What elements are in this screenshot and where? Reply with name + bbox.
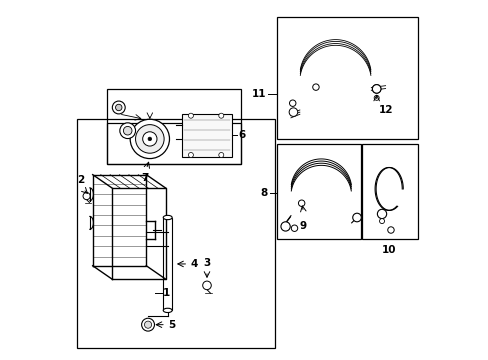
Ellipse shape [163, 308, 172, 312]
Bar [362, 144, 417, 239]
Ellipse shape [163, 215, 172, 220]
Circle shape [281, 222, 290, 231]
Circle shape [142, 318, 154, 331]
Bar [276, 144, 360, 239]
Circle shape [298, 200, 304, 206]
Circle shape [218, 153, 224, 157]
Circle shape [130, 119, 169, 158]
Text: 3: 3 [203, 257, 210, 267]
Bar [107, 89, 241, 164]
Text: 6: 6 [238, 130, 245, 140]
Circle shape [352, 213, 361, 222]
Circle shape [188, 113, 193, 118]
Circle shape [372, 85, 380, 93]
Text: 7: 7 [141, 173, 148, 183]
Bar [77, 119, 274, 348]
Circle shape [218, 113, 224, 118]
Bar [163, 217, 172, 310]
Text: 4: 4 [190, 259, 197, 269]
Circle shape [144, 321, 151, 328]
Circle shape [135, 125, 164, 153]
Circle shape [120, 123, 135, 139]
Circle shape [115, 104, 122, 111]
Text: 2: 2 [77, 175, 84, 185]
Circle shape [289, 100, 295, 107]
Circle shape [123, 126, 132, 135]
Text: 10: 10 [381, 245, 396, 255]
Circle shape [148, 137, 151, 141]
Circle shape [387, 227, 393, 233]
Circle shape [112, 101, 125, 114]
Circle shape [188, 153, 193, 157]
Text: 8: 8 [260, 188, 267, 198]
Circle shape [312, 84, 319, 90]
Circle shape [288, 108, 297, 116]
Text: 5: 5 [167, 320, 175, 330]
Text: 1: 1 [163, 288, 170, 297]
Circle shape [372, 85, 380, 93]
Circle shape [83, 193, 90, 200]
Circle shape [142, 132, 157, 146]
Circle shape [373, 95, 378, 100]
Text: 9: 9 [299, 221, 305, 231]
Bar [276, 18, 417, 139]
Circle shape [203, 281, 211, 290]
Bar [107, 123, 241, 164]
Bar [107, 123, 241, 164]
Circle shape [379, 219, 384, 224]
Circle shape [377, 209, 386, 219]
Text: 12: 12 [378, 105, 392, 115]
Circle shape [291, 225, 297, 231]
Bar [182, 114, 231, 157]
Text: 11: 11 [251, 89, 265, 99]
